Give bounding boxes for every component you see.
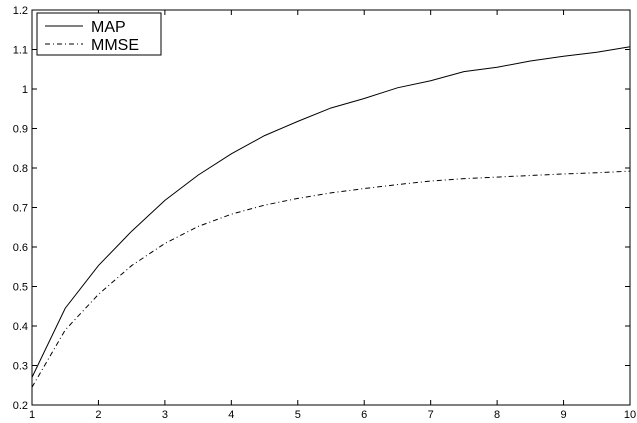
series-layer <box>31 46 631 388</box>
legend-box <box>36 12 162 56</box>
y-tick-label: 0.9 <box>13 124 28 136</box>
y-tick-label: 1.1 <box>13 45 28 57</box>
x-tick-label: 9 <box>560 409 566 421</box>
y-tick-label: 0.8 <box>13 163 28 175</box>
x-tick-label: 3 <box>162 409 168 421</box>
series-line-mmse <box>31 170 631 388</box>
plot-area <box>31 9 631 406</box>
x-tick-label: 10 <box>624 409 636 421</box>
y-tick-label: 0.2 <box>13 400 28 412</box>
x-tick-label: 4 <box>228 409 234 421</box>
y-tick-label: 0.6 <box>13 242 28 254</box>
x-tick-label: 6 <box>361 409 367 421</box>
x-tick-label: 5 <box>295 409 301 421</box>
y-tick-label: 1.2 <box>13 5 28 17</box>
x-tick-label: 1 <box>29 409 35 421</box>
y-tick-label: 0.4 <box>13 321 28 333</box>
legend-label-mmse: MMSE <box>91 37 139 54</box>
legend-label-map: MAP <box>91 19 126 36</box>
x-tick-label: 7 <box>428 409 434 421</box>
series-line-map <box>31 46 631 378</box>
legend: MAP MMSE <box>36 12 162 56</box>
ticks-layer: 1 2 3 4 5 6 7 8 9 10 0.2 0.3 0.4 0.5 0.6 0.7 0.8 0.9 1 1.1 1… <box>13 5 636 421</box>
y-tick-label: 0.5 <box>13 282 28 294</box>
y-tick-label: 0.3 <box>13 361 28 373</box>
y-tick-label: 0.7 <box>13 203 28 215</box>
x-tick-label: 2 <box>95 409 101 421</box>
y-tick-label: 1 <box>22 84 28 96</box>
x-tick-label: 8 <box>494 409 500 421</box>
